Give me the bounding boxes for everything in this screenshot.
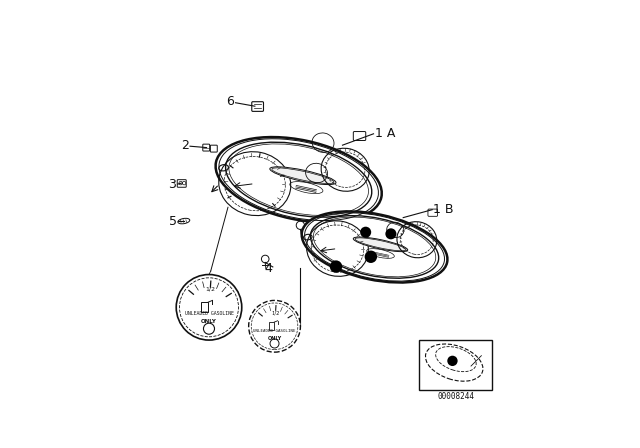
- Ellipse shape: [216, 137, 381, 222]
- Circle shape: [330, 260, 342, 273]
- Circle shape: [385, 228, 396, 239]
- Bar: [269, 323, 274, 330]
- Circle shape: [176, 275, 242, 340]
- Text: UNLEADED GASOLINE: UNLEADED GASOLINE: [184, 311, 234, 316]
- Text: UNLEADED GASOLINE: UNLEADED GASOLINE: [253, 329, 296, 333]
- Bar: [202, 302, 208, 312]
- Ellipse shape: [353, 237, 408, 252]
- Text: 2: 2: [182, 139, 189, 152]
- Text: 1/2: 1/2: [271, 310, 280, 315]
- Bar: [419, 340, 492, 390]
- Text: 6: 6: [227, 95, 234, 108]
- Circle shape: [249, 301, 300, 352]
- Text: ONLY: ONLY: [268, 336, 282, 340]
- Circle shape: [360, 227, 371, 238]
- Text: ONLY: ONLY: [201, 319, 217, 324]
- Text: 00008244: 00008244: [437, 392, 474, 401]
- Circle shape: [447, 356, 458, 366]
- Text: 1 B: 1 B: [433, 203, 454, 216]
- Text: 4: 4: [264, 262, 272, 275]
- Circle shape: [365, 250, 377, 263]
- Text: 5: 5: [169, 215, 177, 228]
- Text: 3: 3: [168, 178, 176, 191]
- Text: 1 A: 1 A: [374, 127, 395, 140]
- Ellipse shape: [270, 167, 336, 185]
- Text: 1/2: 1/2: [205, 287, 216, 292]
- Ellipse shape: [301, 211, 447, 283]
